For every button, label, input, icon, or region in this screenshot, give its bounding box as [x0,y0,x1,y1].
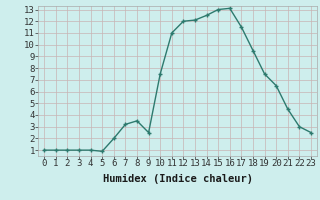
X-axis label: Humidex (Indice chaleur): Humidex (Indice chaleur) [103,174,252,184]
